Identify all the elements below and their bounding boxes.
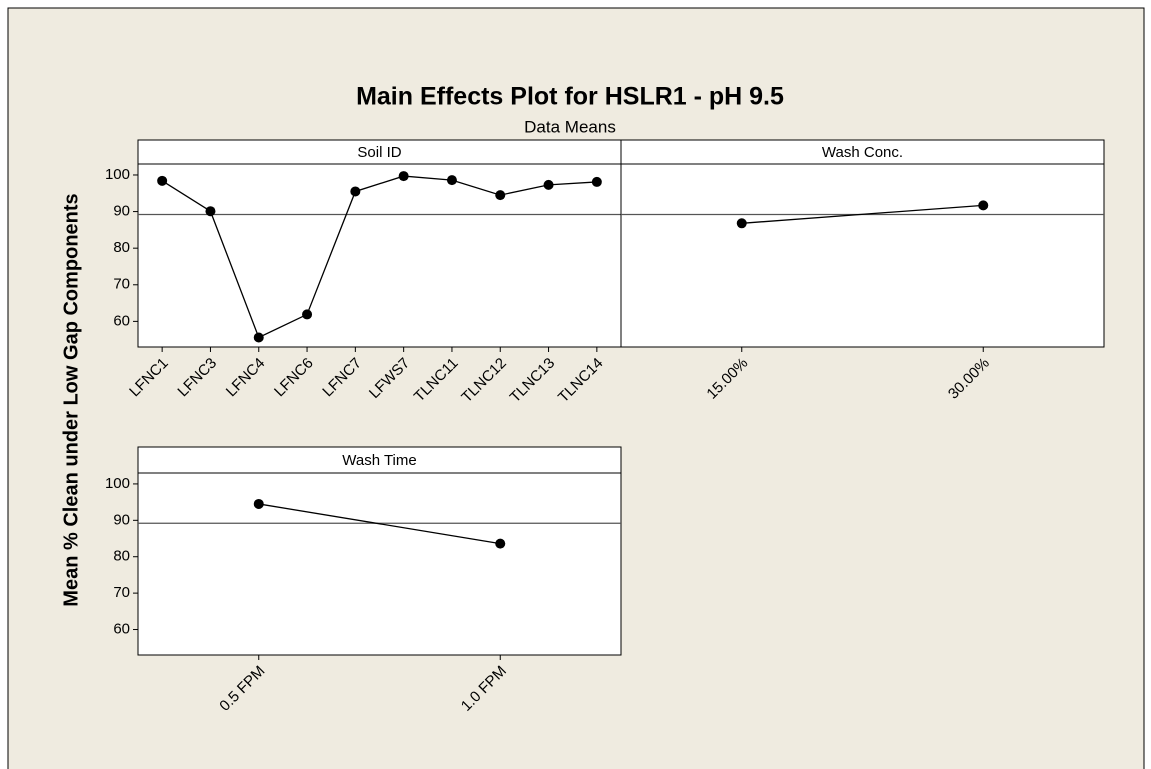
effect-point [253, 498, 264, 509]
effect-line [161, 175, 597, 339]
effect-point [736, 218, 747, 229]
effect-point [157, 175, 168, 186]
y-tick-label: 60 [113, 312, 130, 329]
effect-line [741, 204, 984, 224]
effect-point [253, 332, 264, 343]
panel-frame [137, 446, 622, 656]
chart-title: Main Effects Plot for HSLR1 - pH 9.5 [356, 83, 784, 111]
y-tick-label: 90 [113, 203, 130, 220]
effect-point [350, 186, 361, 197]
effect-point [543, 179, 554, 190]
y-tick-label: 70 [113, 276, 130, 293]
effect-point [302, 309, 313, 320]
y-tick-label: 70 [113, 584, 130, 601]
y-tick-label: 90 [113, 511, 130, 528]
y-axis-label: Mean % Clean under Low Gap Components [60, 193, 82, 606]
effect-point [495, 538, 506, 549]
effect-point [978, 200, 989, 211]
effect-point [205, 206, 216, 217]
y-tick-label: 100 [105, 475, 130, 492]
y-tick-label: 80 [113, 239, 130, 256]
y-tick-label: 80 [113, 548, 130, 565]
y-tick-label: 100 [105, 166, 130, 183]
effect-point [446, 175, 457, 186]
panel-title: Soil ID [357, 144, 401, 161]
panel-frame [620, 139, 1105, 348]
y-tick-label: 60 [113, 620, 130, 637]
panel-frame [137, 139, 622, 348]
panel-title: Wash Time [342, 452, 416, 469]
effect-line [258, 503, 501, 545]
effect-point [591, 176, 602, 187]
effect-point [398, 171, 409, 182]
panel-title: Wash Conc. [822, 144, 903, 161]
effect-point [495, 190, 506, 201]
chart-subtitle: Data Means [524, 117, 616, 136]
